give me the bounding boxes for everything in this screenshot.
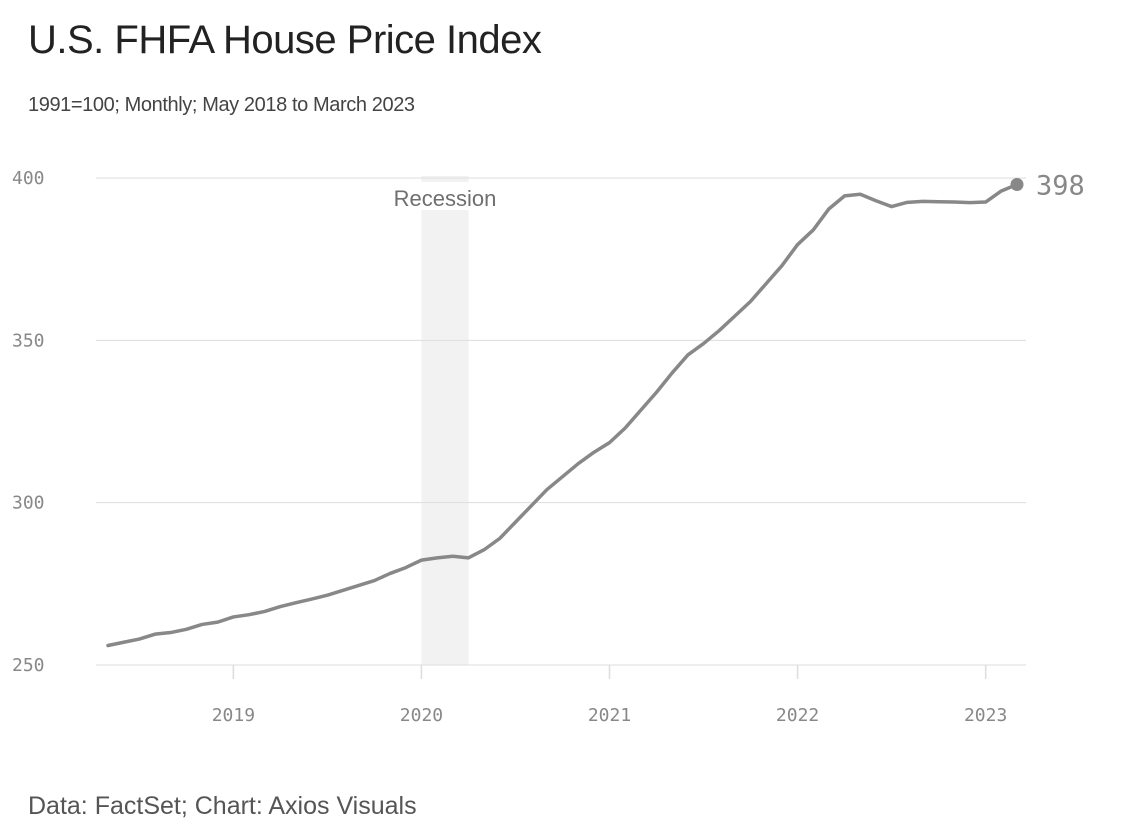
axis-ticks: 250 300 350 400 2019 2020 2021 2022 2023	[12, 168, 1007, 726]
recession-band-layer	[386, 176, 503, 665]
y-tick-label: 400	[12, 168, 45, 189]
line-chart: 250 300 350 400 2019 2020 2021 2022 2023 398 Rece…	[12, 168, 1085, 726]
series-line	[106, 182, 1019, 648]
source-note: Data: FactSet; Chart: Axios Visuals	[28, 792, 417, 820]
recession-band	[421, 176, 469, 665]
x-tick-label: 2020	[400, 705, 443, 726]
x-tick-label: 2019	[212, 705, 255, 726]
y-tick-label: 350	[12, 330, 45, 351]
gridlines	[96, 177, 1026, 666]
end-point	[1010, 177, 1024, 191]
series-layer	[106, 177, 1024, 648]
x-tick-label: 2023	[964, 705, 1007, 726]
end-value-label: 398	[1036, 170, 1085, 201]
y-tick-label: 250	[12, 655, 45, 676]
x-tick-label: 2021	[588, 705, 631, 726]
annotation-layer: 398 Recession	[394, 170, 1085, 211]
recession-label-backing	[386, 182, 503, 210]
chart-title: U.S. FHFA House Price Index	[28, 18, 542, 62]
recession-label: Recession	[394, 186, 497, 211]
chart-subtitle: 1991=100; Monthly; May 2018 to March 202…	[28, 94, 415, 116]
y-tick-label: 300	[12, 493, 45, 514]
x-tick-label: 2022	[776, 705, 819, 726]
